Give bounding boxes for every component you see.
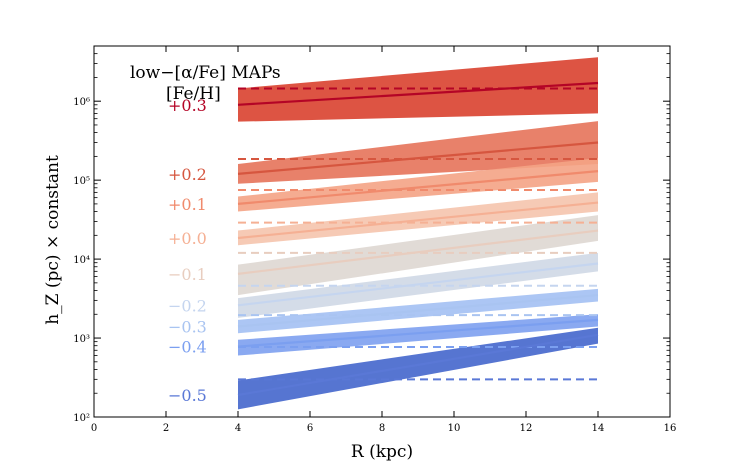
y-tick-label: 10⁶ bbox=[73, 97, 90, 108]
y-axis-title: h_Z (pc) × constant bbox=[43, 155, 63, 325]
series-line bbox=[237, 262, 599, 307]
x-tick-label: 8 bbox=[379, 423, 385, 434]
series-label: −0.1 bbox=[168, 265, 207, 284]
series-line bbox=[237, 81, 599, 106]
uncertainty-band bbox=[238, 158, 598, 212]
uncertainty-band bbox=[238, 327, 598, 410]
series-label: +0.0 bbox=[168, 229, 207, 248]
y-tick-label: 10⁴ bbox=[73, 255, 90, 266]
x-tick-label: 0 bbox=[91, 423, 97, 434]
series-line bbox=[237, 201, 599, 240]
series-line bbox=[237, 293, 599, 328]
series-label: +0.1 bbox=[168, 195, 207, 214]
series-label: −0.2 bbox=[168, 296, 207, 315]
uncertainty-band bbox=[238, 314, 598, 356]
series-lines-layer bbox=[237, 81, 599, 397]
x-axis-title: R (kpc) bbox=[351, 442, 413, 462]
x-tick-label: 10 bbox=[448, 423, 461, 434]
series-line bbox=[237, 318, 599, 348]
series-label: −0.3 bbox=[168, 318, 207, 337]
annotation-title: low−[α/Fe] MAPs bbox=[130, 63, 281, 83]
ticks-layer: 0 2 4 6 8 10 12 14 16 10² 10³ 10⁴ 10⁵ 10⁶ bbox=[73, 45, 677, 434]
series-labels-layer: +0.3 +0.2 +0.1 +0.0 −0.1 −0.2 −0.3−0.4 −0.5 bbox=[168, 96, 207, 405]
uncertainty-band bbox=[238, 57, 598, 122]
series-line bbox=[237, 229, 599, 275]
x-tick-label: 6 bbox=[307, 423, 313, 434]
y-tick-label: 10⁵ bbox=[73, 176, 90, 187]
series-line bbox=[237, 333, 599, 397]
uncertainty-band bbox=[238, 192, 598, 246]
series-label: −0.5 bbox=[168, 386, 207, 405]
series-label: +0.2 bbox=[168, 165, 207, 184]
x-tick-label: 2 bbox=[163, 423, 169, 434]
series-line bbox=[237, 170, 599, 206]
series-label: −0.4 bbox=[168, 338, 207, 357]
bands-layer bbox=[238, 57, 598, 410]
x-tick-label: 16 bbox=[664, 423, 677, 434]
x-tick-label: 4 bbox=[235, 423, 241, 434]
series-label: +0.3 bbox=[168, 96, 207, 115]
x-tick-label: 14 bbox=[592, 423, 605, 434]
uncertainty-band bbox=[238, 215, 598, 296]
y-tick-label: 10² bbox=[73, 413, 90, 424]
x-tick-label: 12 bbox=[520, 423, 533, 434]
annotation-subtitle: [Fe/H] bbox=[166, 84, 221, 104]
y-tick-label: 10³ bbox=[73, 334, 90, 345]
dashed-lines-layer bbox=[238, 87, 598, 381]
series-line bbox=[237, 141, 599, 175]
